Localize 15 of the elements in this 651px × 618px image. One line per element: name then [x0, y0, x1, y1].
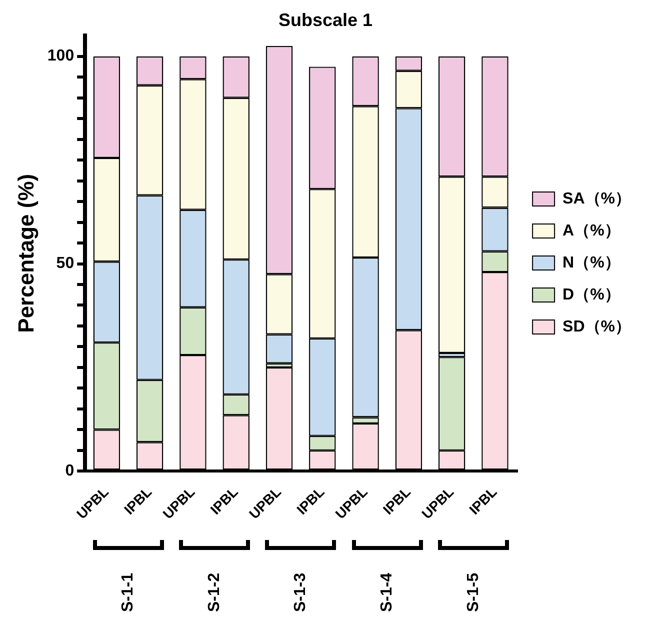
legend-label: A（%） [562, 222, 620, 240]
y-tick-label: 0 [65, 462, 74, 480]
legend-label: SA（%） [562, 190, 631, 208]
text: S-1-3 [292, 572, 310, 612]
legend-label: D（%） [562, 286, 620, 304]
y-tick-label: 100 [47, 48, 74, 65]
chart-title: Subscale 1 [278, 10, 373, 30]
text: S-1-5 [464, 572, 482, 612]
y-axis-title: Percentage (%) [13, 174, 38, 333]
text: S-1-1 [120, 572, 137, 612]
text: S-1-4 [378, 572, 396, 612]
legend-label: SD（%） [562, 318, 631, 336]
text: S-1-2 [206, 572, 223, 612]
y-tick-label: 50 [56, 255, 74, 272]
legend-label: N（%） [562, 254, 620, 272]
